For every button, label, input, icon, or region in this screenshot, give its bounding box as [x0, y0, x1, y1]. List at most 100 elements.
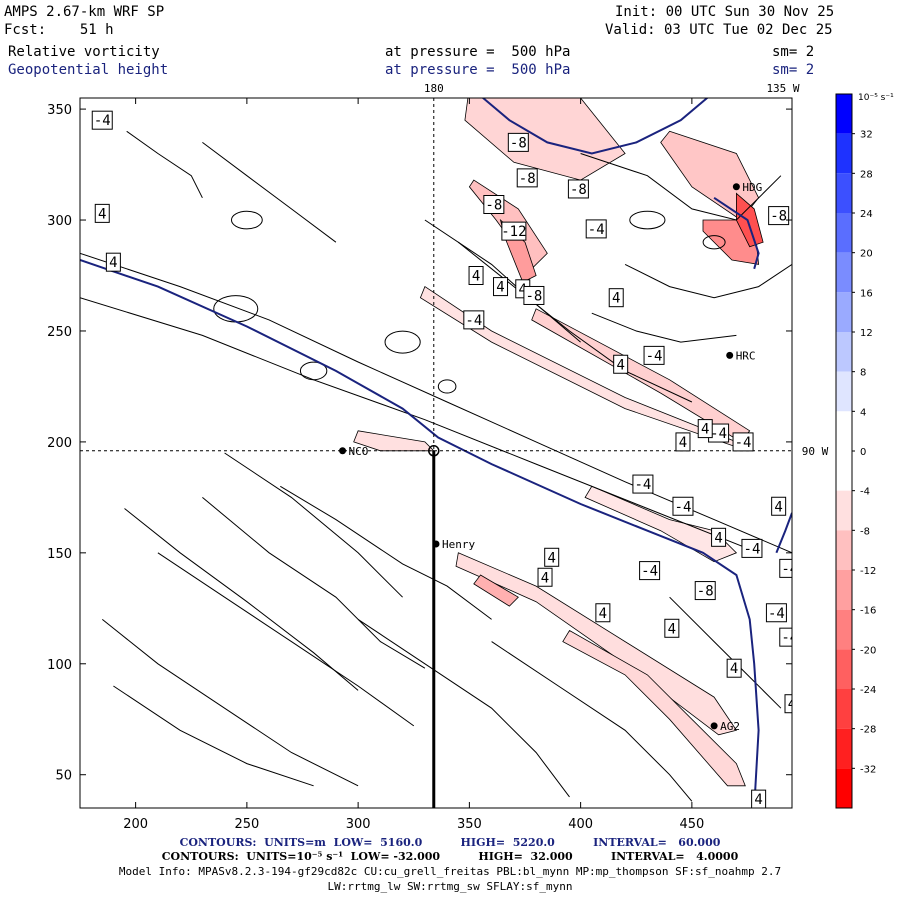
transect-endpoint — [428, 445, 440, 457]
contour-label-box — [91, 110, 113, 130]
x-tick-label: 300 — [346, 817, 371, 832]
y-tick-label: 50 — [55, 769, 72, 784]
field1-level: at pressure = 500 hPa — [385, 44, 571, 60]
contour-label-box — [595, 603, 611, 623]
vorticity-contour-6 — [280, 485, 492, 620]
colorbar-tick-label: 12 — [860, 328, 873, 339]
colorbar-tick-label: 8 — [860, 368, 866, 379]
colorbar-swatch — [836, 173, 852, 213]
station-label: NCO — [349, 445, 369, 458]
colorbar-tick-label: 0 — [860, 447, 866, 458]
colorbar-swatch — [836, 133, 852, 174]
vorticity-shade-5 — [455, 552, 738, 736]
contour-label: 4 — [701, 422, 709, 438]
contour-label-box — [94, 203, 110, 223]
contour-label: 4 — [616, 357, 624, 373]
contour-label-box — [779, 627, 792, 647]
contour-label-box — [523, 285, 545, 305]
contour-label: -4 — [588, 222, 605, 238]
vorticity-contour-7 — [101, 619, 359, 787]
contour-label-box — [732, 432, 754, 452]
station-marker — [726, 351, 734, 359]
vorticity-contour-15 — [591, 312, 737, 343]
contour-label-box — [664, 618, 680, 638]
station-label: HDG — [742, 181, 762, 194]
contour-label-box — [463, 310, 485, 330]
contour-label-box — [567, 179, 589, 199]
vorticity-contour-8 — [113, 685, 314, 787]
contour-label-box — [697, 419, 713, 439]
field2-name: Geopotential height — [8, 62, 169, 78]
contour-label-box — [672, 496, 694, 516]
contour-label-box — [544, 547, 560, 567]
y-tick-label: 100 — [47, 658, 72, 673]
x-tick-label: 400 — [568, 817, 593, 832]
contour-label-box — [768, 206, 790, 226]
colorbar-tick-label: -8 — [860, 526, 870, 537]
vorticity-cell-1 — [384, 330, 421, 354]
colorbar-swatch — [836, 213, 852, 253]
vorticity-shade-12 — [353, 430, 435, 452]
contour-label-box — [608, 288, 624, 308]
vorticity-cell-5 — [702, 235, 726, 250]
plot-area: -444-8-8-8-12-8-444 4-8 4-4-44-444 -4-4-4 44… — [80, 98, 792, 808]
colorbar-swatch — [836, 252, 852, 293]
station-marker — [432, 540, 440, 548]
contour-label: -8 — [525, 288, 542, 304]
field2-sm: sm= 2 — [772, 62, 815, 78]
colorbar-tick-label: -16 — [860, 606, 876, 617]
contour-label: 4 — [668, 621, 676, 637]
contour-label-box — [516, 168, 538, 188]
contour-label: 4 — [496, 280, 504, 296]
contour-label-box — [741, 538, 763, 558]
contour-label: -4 — [641, 564, 658, 580]
colorbar-tick-label: -32 — [860, 764, 876, 775]
y-tick-label: 200 — [47, 436, 72, 451]
x-tick-label: 200 — [123, 817, 148, 832]
vorticity-cell-0 — [213, 295, 259, 323]
contour-label-box — [711, 527, 727, 547]
vorticity-shade-7 — [562, 629, 746, 787]
vorticity-shade-0 — [464, 98, 626, 181]
contour-label: -4 — [768, 606, 785, 622]
colorbar-tick-label: 16 — [860, 288, 873, 299]
contour-label: -4 — [634, 477, 651, 493]
colorbar-tick-label: 20 — [860, 249, 873, 260]
colorbar-tick-label: 24 — [860, 209, 873, 220]
valid-time: Valid: 03 UTC Tue 02 Dec 25 — [605, 22, 833, 38]
contour-label-box — [493, 277, 509, 297]
contour-label: -8 — [485, 198, 502, 214]
lon-label-90w: 90 W — [802, 445, 829, 458]
contour-label: 4 — [730, 661, 738, 677]
y-tick-label: 150 — [47, 547, 72, 562]
contour-label-box — [771, 496, 787, 516]
contour-label: 4 — [754, 792, 762, 808]
contour-label-box — [507, 132, 529, 152]
field1-name: Relative vorticity — [8, 44, 160, 60]
colorbar-swatch — [836, 728, 852, 769]
contour-label-box — [643, 345, 665, 365]
colorbar-tick-label: -20 — [860, 645, 876, 656]
contour-label: -8 — [697, 584, 714, 600]
vorticity-cell-3 — [437, 379, 457, 394]
colorbar-tick-label: -12 — [860, 566, 876, 577]
footer-height-contours: CONTOURS: UNITS=m LOW= 5160.0 HIGH= 5220… — [179, 836, 721, 849]
contour-label-box — [694, 581, 716, 601]
contour-label: -12 — [501, 224, 526, 240]
y-tick-label: 350 — [47, 103, 72, 118]
colorbar-swatch — [836, 530, 852, 570]
colorbar-swatch — [836, 411, 852, 451]
geopotential-contour-1 — [481, 98, 709, 155]
contour-label: 4 — [519, 282, 527, 298]
colorbar-swatch — [836, 451, 852, 491]
footer-model-info-2: LW:rrtmg_lw SW:rrtmg_sw SFLAY:sf_mynn — [327, 880, 573, 893]
contour-label: -4 — [465, 313, 482, 329]
contour-label: -8 — [770, 209, 787, 225]
vorticity-contour-3 — [157, 552, 415, 727]
station-marker — [339, 447, 347, 455]
vorticity-shade-6 — [473, 574, 519, 607]
contour-label: -4 — [710, 426, 727, 442]
x-tick-label: 250 — [234, 817, 259, 832]
vorticity-cell-2 — [299, 361, 328, 381]
vorticity-contour-9 — [357, 618, 570, 798]
